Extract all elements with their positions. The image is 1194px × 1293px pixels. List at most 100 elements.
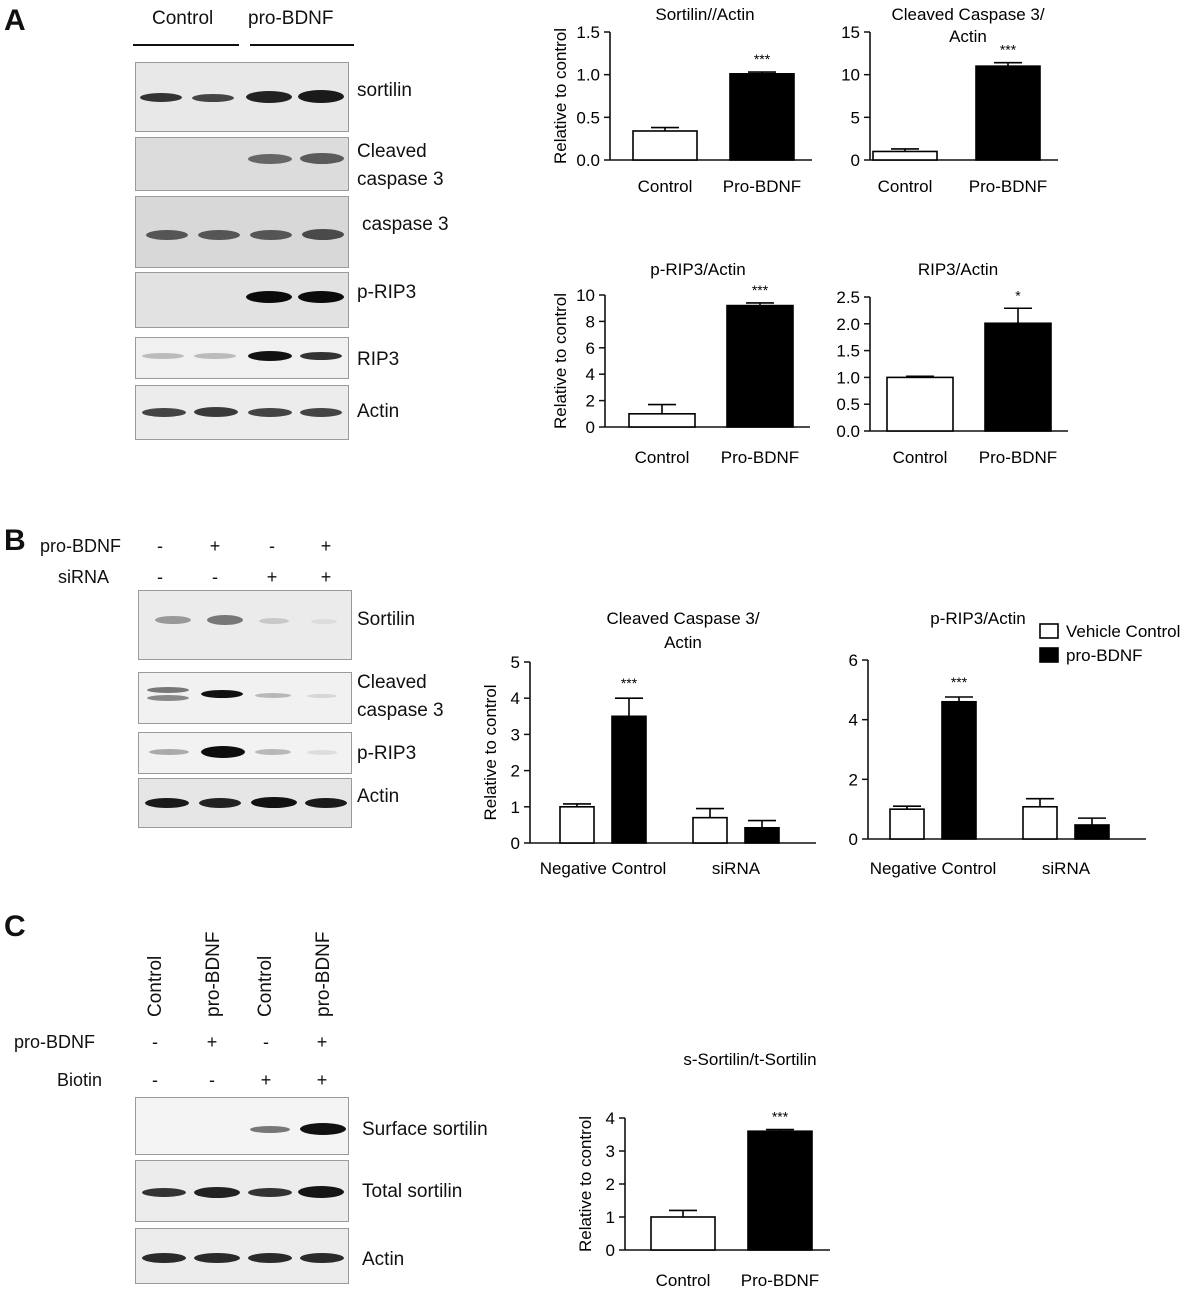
- blot-prip3: [135, 272, 349, 328]
- label-prip3: p-RIP3: [357, 282, 417, 303]
- blot-sortilin: [135, 62, 349, 132]
- y-tick-label: 5: [851, 108, 860, 127]
- blot-actin-b: [138, 778, 352, 828]
- y-axis-label: Relative to control: [576, 1116, 595, 1252]
- chart-b-prip3: p-RIP3/Actin 0 2 4 6 *** Negative Control siRNA…: [849, 609, 1181, 878]
- x-category-label: siRNA: [712, 859, 761, 878]
- chart-title: RIP3/Actin: [918, 260, 998, 279]
- y-tick-label: 0: [849, 830, 858, 849]
- blot-sortilin-b: [138, 590, 352, 660]
- chart-cleaved-caspase3-actin: Cleaved Caspase 3/Actin 0 5 10 15 Control *** P…: [841, 5, 1058, 196]
- y-tick-label: 0.0: [836, 422, 860, 441]
- y-tick-label: 0.0: [576, 151, 600, 170]
- bar-vehicle-control: [1022, 805, 1058, 840]
- bar-control: [650, 1216, 716, 1251]
- mark-c-0-3: +: [316, 1032, 328, 1052]
- bar-control: [628, 413, 696, 428]
- chart-sortilin-actin: Sortilin//Actin 0.0 0.5 1.0 1.5 Relative to c…: [551, 5, 812, 196]
- bar-vehicle-control: [692, 816, 728, 844]
- bar-control: [886, 376, 954, 432]
- label-total-sortilin: Total sortilin: [362, 1181, 463, 1202]
- x-category-label: Pro-BDNF: [979, 448, 1057, 467]
- y-tick-label: 0: [511, 834, 520, 853]
- chart-rip3-actin: RIP3/Actin 0.0 0.5 1.0 1.5 2.0 2.5 Control * Pro-…: [836, 260, 1068, 467]
- x-category-label: Pro-BDNF: [723, 177, 801, 196]
- y-tick-label: 3: [511, 725, 520, 744]
- y-tick-label: 1: [606, 1208, 615, 1227]
- mark-b-1-1: -: [212, 567, 218, 587]
- blot-prip3-b: [138, 732, 352, 774]
- chart-title: Sortilin//Actin: [655, 5, 754, 24]
- significance-label: ***: [1000, 42, 1017, 58]
- mark-c-0-0: -: [152, 1032, 158, 1052]
- label-actin-b: Actin: [357, 786, 400, 807]
- y-tick-label: 6: [586, 339, 595, 358]
- header-line-probdnf: [250, 44, 354, 46]
- y-tick-label: 2.0: [836, 315, 860, 334]
- label-actin-a: Actin: [357, 401, 400, 422]
- blot-caspase3: [135, 196, 349, 268]
- mark-c-0-1: +: [206, 1032, 218, 1052]
- x-category-label: siRNA: [1042, 859, 1091, 878]
- chart-prip3-actin: p-RIP3/Actin 0 2 4 6 8 10 Relative to control Co…: [551, 260, 810, 467]
- y-tick-label: 5: [511, 653, 520, 672]
- mark-c-1-1: -: [209, 1070, 215, 1090]
- y-tick-label: 1.0: [836, 368, 860, 387]
- bar-probdnf: [726, 304, 794, 428]
- y-tick-label: 4: [511, 689, 520, 708]
- row-label-biotin-c: Biotin: [57, 1070, 103, 1090]
- x-category-label: Control: [638, 177, 693, 196]
- y-tick-label: 0: [851, 151, 860, 170]
- significance-label: *: [1015, 287, 1021, 303]
- blot-actin-c: [135, 1228, 349, 1284]
- label-prip3-b: p-RIP3: [357, 743, 417, 764]
- mark-b-1-3: +: [320, 567, 332, 587]
- x-category-label: Pro-BDNF: [741, 1271, 819, 1290]
- bar-probdnf: [729, 73, 795, 161]
- mark-b-0-1: +: [209, 536, 221, 556]
- blot-cleaved-caspase3-b: [138, 672, 352, 724]
- y-tick-label: 8: [586, 312, 595, 331]
- y-tick-label: 2: [511, 762, 520, 781]
- mark-c-1-3: +: [316, 1070, 328, 1090]
- bar-probdnf: [984, 322, 1052, 432]
- y-axis-label: Relative to control: [551, 293, 570, 429]
- bar-control: [632, 130, 698, 161]
- header-line-control: [133, 44, 239, 46]
- significance-label: ***: [772, 1109, 789, 1125]
- label-actin-c: Actin: [362, 1249, 405, 1270]
- mark-b-1-2: +: [266, 567, 278, 587]
- legend-label: pro-BDNF: [1066, 646, 1143, 665]
- lane-label-c-3: pro-BDNF: [313, 931, 334, 1017]
- significance-label: ***: [752, 282, 769, 298]
- mark-b-1-0: -: [157, 567, 163, 587]
- chart-s-sortilin-t-sortilin: s-Sortilin/t-Sortilin 0 1 2 3 4 Relative to co…: [576, 1050, 830, 1290]
- panel-a-letter: A: [4, 4, 26, 37]
- significance-label: ***: [951, 674, 968, 690]
- mark-b-0-0: -: [157, 536, 163, 556]
- header-probdnf: pro-BDNF: [248, 8, 334, 29]
- blot-rip3: [135, 337, 349, 379]
- bar-control: [872, 150, 938, 161]
- chart-title: p-RIP3/Actin: [930, 609, 1025, 628]
- y-tick-label: 4: [586, 365, 595, 384]
- blot-surface-sortilin: [135, 1097, 349, 1155]
- y-tick-label: 2: [606, 1175, 615, 1194]
- chart-title: p-RIP3/Actin: [650, 260, 745, 279]
- x-category-label: Negative Control: [870, 859, 997, 878]
- x-category-label: Control: [893, 448, 948, 467]
- y-tick-label: 3: [606, 1142, 615, 1161]
- label-sortilin: sortilin: [357, 80, 412, 101]
- label-cleaved-caspase3: Cleaved caspase 3: [357, 141, 444, 190]
- legend-label: Vehicle Control: [1066, 622, 1180, 641]
- chart-b-cleaved-caspase3: Cleaved Caspase 3/Actin 0 1 2 3 4 5 Relative to…: [481, 609, 816, 878]
- y-tick-label: 2.5: [836, 288, 860, 307]
- bar-probdnf: [744, 826, 780, 844]
- y-tick-label: 2: [849, 770, 858, 789]
- legend-swatch: [1039, 647, 1059, 663]
- y-tick-label: 15: [841, 23, 860, 42]
- panel-c-letter: C: [4, 910, 26, 943]
- y-tick-label: 10: [576, 286, 595, 305]
- header-control: Control: [152, 8, 214, 29]
- chart-title: Actin: [949, 27, 987, 46]
